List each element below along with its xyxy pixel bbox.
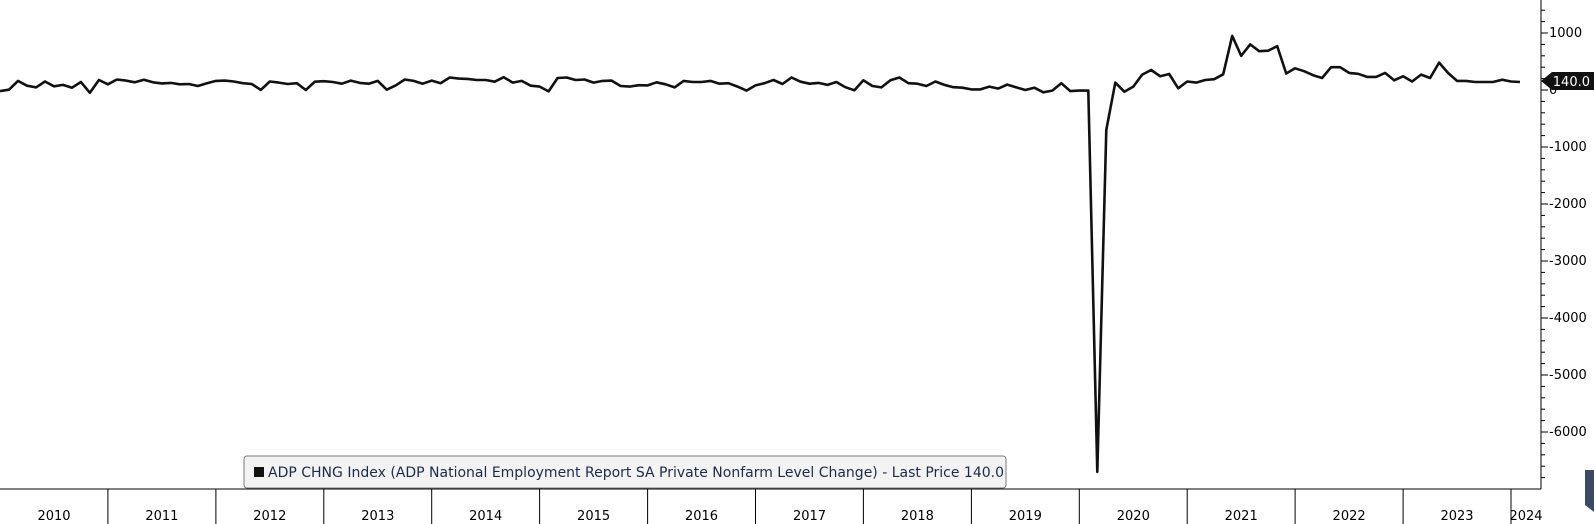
series-layer bbox=[0, 34, 1521, 474]
legend-box[interactable]: ADP CHNG Index (ADP National Employment … bbox=[243, 455, 1007, 489]
legend-label: ADP CHNG Index (ADP National Employment … bbox=[268, 465, 1004, 481]
x-tick-label: 2011 bbox=[145, 509, 178, 524]
y-tick-label: 1000 bbox=[1549, 26, 1582, 41]
x-tick-label: 2023 bbox=[1440, 509, 1473, 524]
x-tick-label: 2016 bbox=[685, 509, 718, 524]
x-tick-label: 2022 bbox=[1333, 509, 1366, 524]
x-tick-label: 2010 bbox=[37, 509, 70, 524]
series-line bbox=[0, 34, 1521, 474]
x-tick-label: 2014 bbox=[469, 509, 502, 524]
y-tick-label: -2000 bbox=[1549, 197, 1587, 212]
legend-swatch bbox=[254, 467, 264, 477]
y-tick-label: -6000 bbox=[1549, 425, 1587, 440]
last-price-marker: 140.0 bbox=[1541, 72, 1594, 90]
x-tick-label: 2013 bbox=[361, 509, 394, 524]
y-tick-label: 0 bbox=[1549, 83, 1557, 98]
x-tick-label: 2017 bbox=[793, 509, 826, 524]
y-axis: 1000 0 -1000 -2000 -3000 -4000 -5000 -6000 bbox=[1540, 0, 1587, 489]
y-tick-label: -4000 bbox=[1549, 311, 1587, 326]
x-tick-label: 2020 bbox=[1117, 509, 1150, 524]
legend-frame bbox=[243, 455, 1007, 489]
x-tick-label: 2018 bbox=[901, 509, 934, 524]
x-tick-label: 2015 bbox=[577, 509, 610, 524]
x-tick-label: 2012 bbox=[253, 509, 286, 524]
scroll-thumb-icon[interactable] bbox=[1585, 470, 1594, 512]
x-tick-label: 2019 bbox=[1009, 509, 1042, 524]
x-axis: 2010 2011 2012 2013 2014 2015 2016 2017 2018 2019… bbox=[0, 488, 1543, 524]
last-price-label: 140.0 bbox=[1553, 75, 1590, 90]
y-tick-label: -5000 bbox=[1549, 368, 1587, 383]
x-tick-label: 2024 bbox=[1509, 509, 1542, 524]
x-tick-label: 2021 bbox=[1225, 509, 1258, 524]
y-tick-label: -1000 bbox=[1549, 140, 1587, 155]
y-tick-label: -3000 bbox=[1549, 254, 1587, 269]
last-price-pointer bbox=[1541, 72, 1594, 90]
